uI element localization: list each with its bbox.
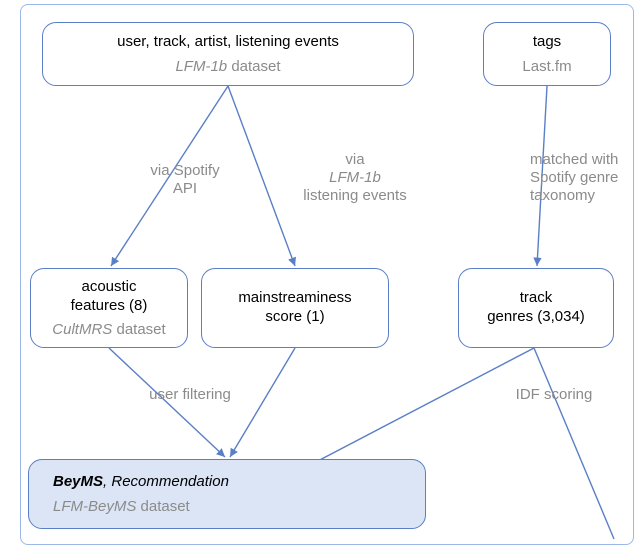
edge-text: via bbox=[345, 151, 364, 168]
node-tags-title: tags bbox=[533, 33, 561, 52]
beyms-suffix: , Recommendation bbox=[103, 473, 229, 490]
edge-label-idf: IDF scoring bbox=[494, 386, 614, 404]
node-beyms-sub: LFM-BeyMS dataset bbox=[53, 498, 190, 515]
edge-label-spotify-genre: matched with Spotify genre taxonomy bbox=[530, 151, 640, 205]
dataset-name: CultMRS bbox=[52, 321, 112, 338]
dataset-name: LFM-1b bbox=[175, 58, 227, 75]
dataset-suffix: dataset bbox=[112, 321, 165, 338]
dataset-suffix: dataset bbox=[227, 58, 280, 75]
node-genres: track genres (3,034) bbox=[458, 268, 614, 348]
node-mainstream-title-l1: mainstreaminess bbox=[238, 289, 351, 308]
node-beyms: BeyMS, Recommendation LFM-BeyMS dataset bbox=[28, 459, 426, 529]
edge-text: via Spotify bbox=[150, 162, 219, 179]
edge-text: taxonomy bbox=[530, 187, 595, 204]
node-beyms-title: BeyMS, Recommendation bbox=[53, 473, 229, 492]
edge-text: listening events bbox=[303, 187, 406, 204]
node-acoustic-sub: CultMRS dataset bbox=[52, 321, 165, 338]
node-tags: tags Last.fm bbox=[483, 22, 611, 86]
node-acoustic: acoustic features (8) CultMRS dataset bbox=[30, 268, 188, 348]
edge-label-listening: via LFM-1b listening events bbox=[290, 151, 420, 205]
node-acoustic-title-l2: features (8) bbox=[71, 297, 148, 316]
edge-label-spotify-api: via Spotify API bbox=[130, 162, 240, 198]
node-mainstream: mainstreaminess score (1) bbox=[201, 268, 389, 348]
edge-text: LFM-1b bbox=[329, 169, 381, 186]
node-acoustic-title-l1: acoustic bbox=[81, 278, 136, 297]
edge-text: API bbox=[173, 180, 197, 197]
node-mainstream-title-l2: score (1) bbox=[265, 308, 324, 327]
node-lfm1b-title: user, track, artist, listening events bbox=[117, 33, 339, 52]
node-lfm1b: user, track, artist, listening events LF… bbox=[42, 22, 414, 86]
edge-text: matched with bbox=[530, 151, 618, 168]
node-lfm1b-sub: LFM-1b dataset bbox=[175, 58, 280, 75]
node-genres-title-l2: genres (3,034) bbox=[487, 308, 585, 327]
dataset-name: LFM-BeyMS bbox=[53, 498, 136, 515]
edge-label-user-filtering: user filtering bbox=[130, 386, 250, 404]
node-tags-sub: Last.fm bbox=[522, 58, 571, 75]
edge-text: Spotify genre bbox=[530, 169, 618, 186]
dataset-suffix: dataset bbox=[136, 498, 189, 515]
node-genres-title-l1: track bbox=[520, 289, 553, 308]
beyms-name: BeyMS bbox=[53, 473, 103, 490]
